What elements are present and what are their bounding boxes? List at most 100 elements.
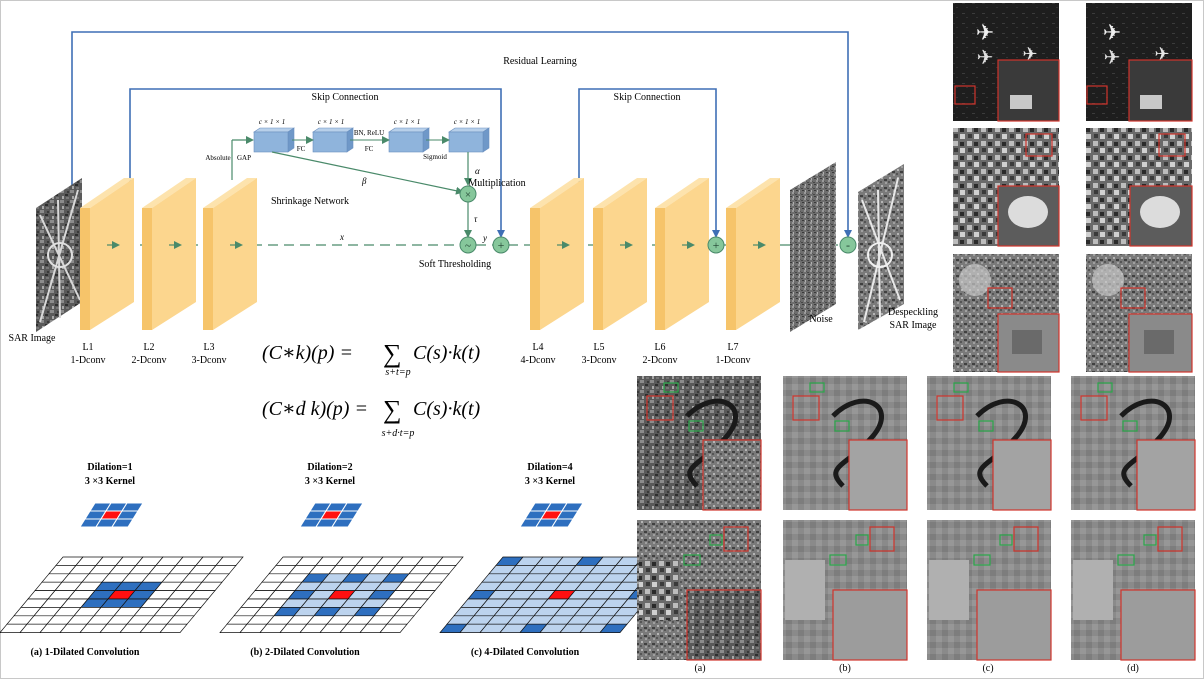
result-river-4 — [1071, 376, 1196, 511]
dilation-caption: (c) 4-Dilated Convolution — [471, 647, 580, 658]
layer-labels: L1 1-Dconv L2 2-Dconv L3 3-Dconv L4 4-Dconv L5 3-… — [71, 342, 751, 366]
add-node-2: + — [707, 236, 725, 254]
svg-text:✈: ✈ — [1022, 44, 1037, 64]
shrinkage-label: Shrinkage Network — [271, 196, 349, 207]
eq2-sum: ∑ — [383, 395, 402, 424]
layer-type-label: 1-Dconv — [716, 355, 751, 366]
result-river-3 — [927, 376, 1052, 511]
eq1-rhs: C(s)·k(t) — [413, 342, 481, 364]
kernel-3x3 — [519, 502, 584, 528]
dilation-panel-2: Dilation=2 3 ×3 Kernel (b) 2-Dilated Convo… — [219, 462, 464, 658]
layer-type-label: 1-Dconv — [71, 355, 106, 366]
layer-l2 — [142, 178, 196, 330]
layer-name-label: L2 — [143, 342, 154, 353]
conv-layers — [80, 178, 780, 330]
residual-label: Residual Learning — [503, 56, 577, 67]
dilation-title: Dilation=4 — [527, 462, 572, 473]
svg-text:✈: ✈ — [1154, 44, 1169, 64]
fc2-label: FC — [365, 145, 374, 153]
eq1-sum: ∑ — [383, 339, 402, 368]
multiplication-label: Multiplication — [468, 178, 525, 189]
dilation-caption: (b) 2-Dilated Convolution — [250, 647, 360, 658]
layer-l1 — [80, 178, 134, 330]
y-variable: y — [482, 233, 487, 243]
kernel-label: 3 ×3 Kernel — [85, 476, 135, 487]
results-top: ✈ ✈ ✈ ✈ ✈ ✈ — [953, 3, 1193, 373]
dilated-convolution-panels: Dilation=1 3 ×3 Kernel (a) 1-Dilated Convo… — [0, 462, 684, 658]
feature-grid — [219, 556, 464, 633]
layer-type-label: 4-Dconv — [521, 355, 556, 366]
result-airport-b: ✈ ✈ ✈ — [1086, 3, 1193, 122]
soft-threshold-node: ~ — [459, 236, 477, 254]
fc-block-3 — [388, 127, 430, 153]
layer-name-label: L4 — [532, 342, 543, 353]
svg-text:✈: ✈ — [1104, 47, 1121, 69]
result-field-2 — [783, 520, 908, 661]
gap-label: GAP — [237, 154, 251, 162]
layer-type-label: 3-Dconv — [582, 355, 617, 366]
result-urban-a — [953, 128, 1060, 247]
layer-l6 — [655, 178, 709, 330]
fc-block-4 — [448, 127, 490, 153]
x-variable: x — [339, 232, 344, 242]
layer-l5 — [593, 178, 647, 330]
fc1-label: FC — [297, 145, 306, 153]
noise-label: Noise — [809, 314, 833, 325]
layer-name-label: L3 — [203, 342, 214, 353]
bn-relu-label: BN, ReLU — [354, 129, 384, 137]
svg-text:×: × — [465, 189, 471, 201]
fc-dims-1: c × 1 × 1 — [259, 118, 286, 126]
layer-type-label: 2-Dconv — [132, 355, 167, 366]
eq2-rhs: C(s)·k(t) — [413, 398, 481, 420]
kernel-3x3 — [79, 502, 144, 528]
layer-l4 — [530, 178, 584, 330]
kernel-label: 3 ×3 Kernel — [305, 476, 355, 487]
eq1-lhs: (C∗k)(p) = — [262, 342, 353, 364]
skip-connection-1-label: Skip Connection — [312, 92, 379, 103]
subtract-node: - — [839, 236, 857, 254]
fc-block-1 — [253, 127, 295, 153]
output-label-1: Despeckling — [888, 307, 938, 318]
result-residential-a — [953, 254, 1060, 373]
output-label-2: SAR Image — [890, 320, 938, 331]
beta-symbol: β — [361, 176, 367, 186]
result-river-2 — [783, 376, 908, 511]
svg-text:✈: ✈ — [1103, 20, 1121, 45]
feature-grid — [0, 556, 244, 633]
svg-text:-: - — [846, 238, 850, 252]
layer-l3 — [203, 178, 257, 330]
input-label: SAR Image — [9, 333, 57, 344]
layer-name-label: L5 — [593, 342, 604, 353]
network-diagram: Residual Learning Skip Connection Skip C… — [9, 31, 938, 366]
input-sar-image — [36, 178, 82, 332]
skip-connection-1 — [129, 88, 505, 245]
dilation-title: Dilation=1 — [87, 462, 132, 473]
layer-l7 — [726, 178, 780, 330]
eq2-sub: s+d·t=p — [382, 428, 415, 439]
result-caption: (b) — [839, 663, 851, 674]
tau-symbol: τ — [474, 214, 478, 224]
layer-type-label: 3-Dconv — [192, 355, 227, 366]
result-river-1 — [637, 376, 762, 511]
add-node-1: + — [492, 236, 510, 254]
absolute-label: Absolute — [205, 154, 230, 162]
fc-dims-4: c × 1 × 1 — [454, 118, 481, 126]
dilation-panel-4: Dilation=4 3 ×3 Kernel (c) 4-Dilated Convo… — [439, 462, 684, 658]
dilation-title: Dilation=2 — [307, 462, 352, 473]
dilation-caption: (a) 1-Dilated Convolution — [31, 647, 140, 658]
soft-threshold-label: Soft Thresholding — [419, 259, 491, 270]
kernel-3x3 — [299, 502, 364, 528]
feature-grid — [439, 556, 684, 633]
shrinkage-network — [231, 127, 490, 238]
residual-connection — [71, 31, 852, 245]
result-field-4 — [1071, 520, 1196, 661]
eq1-sub: s+t=p — [385, 367, 410, 378]
result-urban-b — [1086, 128, 1193, 247]
result-caption: (a) — [694, 663, 705, 674]
equations: (C∗k)(p) = ∑ C(s)·k(t) s+t=p (C∗d k)(p) … — [262, 339, 481, 439]
multiply-node: × — [459, 185, 477, 203]
svg-text:+: + — [498, 238, 505, 252]
result-caption: (d) — [1127, 663, 1139, 674]
